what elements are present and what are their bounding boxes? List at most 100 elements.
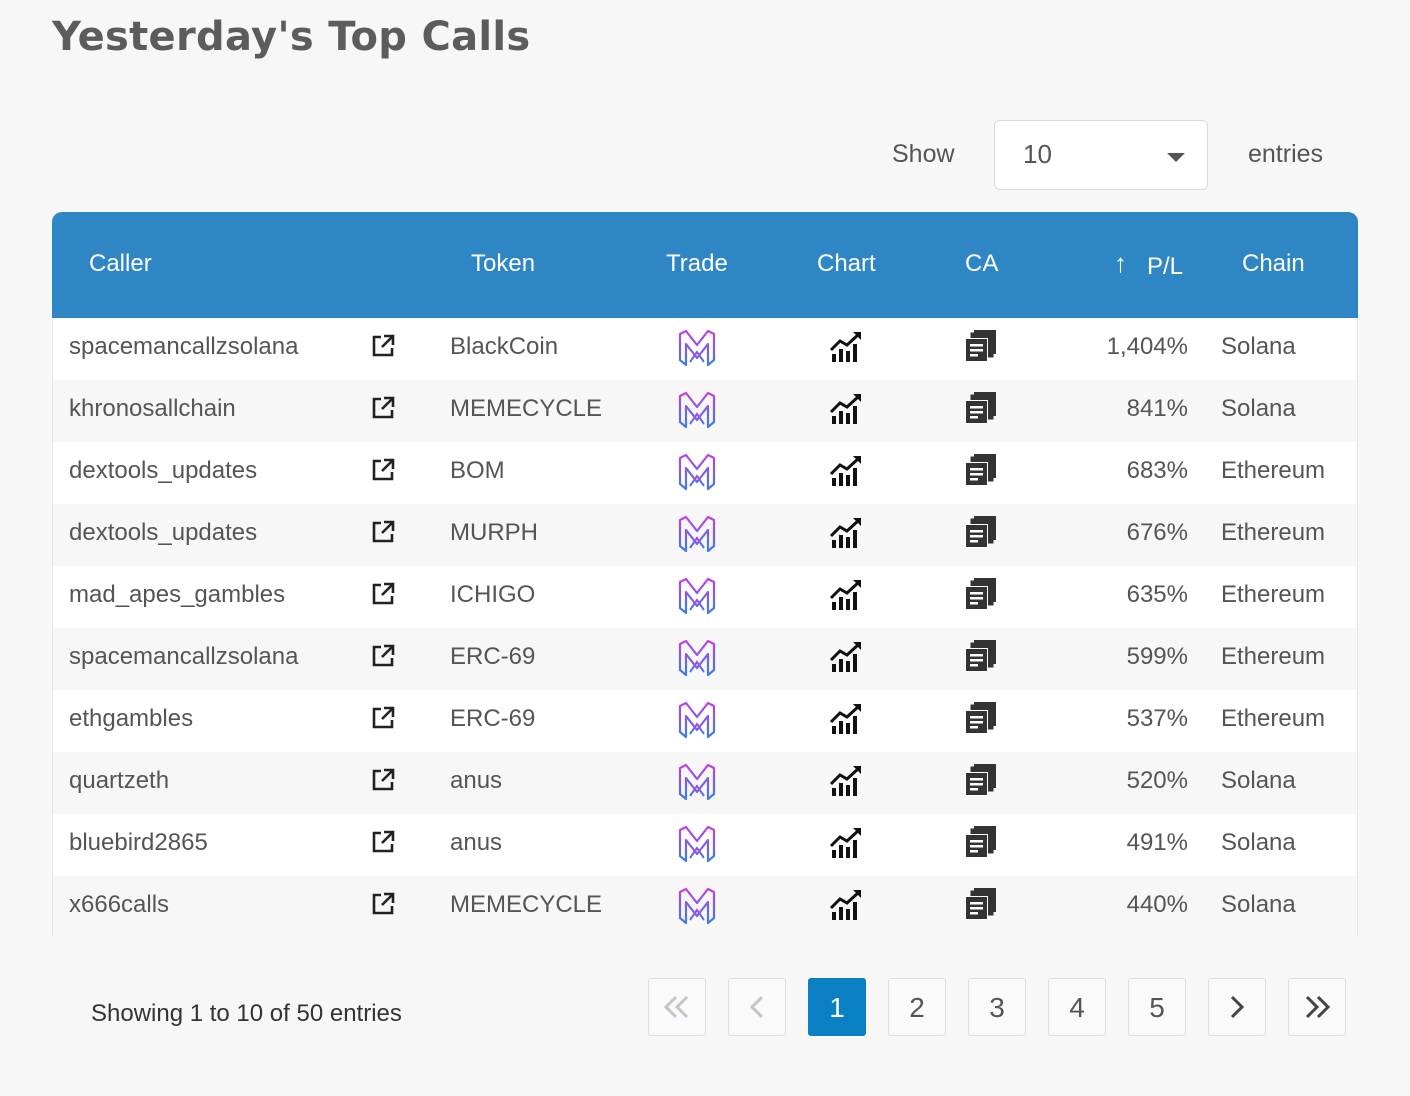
table-row: spacemancallzsolana BlackCoin 1,404% Solana — [53, 318, 1357, 380]
chart-icon — [829, 580, 861, 610]
table-row: spacemancallzsolana ERC-69 599% Ethereum — [53, 628, 1357, 690]
chart-button[interactable] — [829, 516, 863, 557]
caller-link[interactable] — [370, 643, 396, 676]
pl-value: 491% — [1126, 829, 1188, 856]
chevron-left-icon — [749, 995, 764, 1019]
entries-select[interactable]: 10 — [994, 120, 1208, 190]
caller-link[interactable] — [370, 891, 396, 924]
copy-ca-button[interactable] — [963, 886, 999, 929]
table-row: ethgambles ERC-69 537% Ethereum — [53, 690, 1357, 752]
copy-icon — [965, 392, 996, 424]
copy-ca-button[interactable] — [963, 328, 999, 371]
external-link-icon — [372, 458, 395, 481]
external-link-icon — [372, 830, 395, 853]
first-page-button[interactable] — [648, 978, 706, 1036]
copy-icon — [965, 578, 996, 610]
chain-name: Solana — [1221, 829, 1296, 856]
trade-logo-icon — [678, 701, 716, 739]
copy-ca-button[interactable] — [963, 452, 999, 495]
chart-button[interactable] — [829, 702, 863, 743]
table-row: quartzeth anus 520% Solana — [53, 752, 1357, 814]
token-name: MURPH — [450, 519, 538, 546]
caller-name: ethgambles — [69, 705, 194, 732]
next-page-button[interactable] — [1208, 978, 1266, 1036]
caller-link[interactable] — [370, 705, 396, 738]
external-link-icon — [372, 334, 395, 357]
page-button-2[interactable]: 2 — [888, 978, 946, 1036]
pl-value: 520% — [1126, 767, 1188, 794]
chart-button[interactable] — [829, 640, 863, 681]
trade-logo-icon — [678, 887, 716, 925]
trade-button[interactable] — [677, 700, 717, 747]
trade-button[interactable] — [677, 514, 717, 561]
header-token[interactable]: Token — [471, 250, 536, 277]
copy-ca-button[interactable] — [963, 514, 999, 557]
copy-ca-button[interactable] — [963, 638, 999, 681]
trade-button[interactable] — [677, 576, 717, 623]
pl-value: 537% — [1126, 705, 1188, 732]
trade-logo-icon — [678, 329, 716, 367]
copy-ca-button[interactable] — [963, 576, 999, 619]
last-page-button[interactable] — [1288, 978, 1346, 1036]
external-link-icon — [372, 644, 395, 667]
caller-name: quartzeth — [69, 767, 170, 794]
caller-link[interactable] — [370, 767, 396, 800]
caller-link[interactable] — [370, 829, 396, 862]
chart-button[interactable] — [829, 330, 863, 371]
caller-link[interactable] — [370, 333, 396, 366]
trade-button[interactable] — [677, 328, 717, 375]
header-chart[interactable]: Chart — [817, 250, 876, 277]
header-caller[interactable]: Caller — [89, 250, 152, 277]
trade-button[interactable] — [677, 886, 717, 933]
chart-icon — [829, 704, 861, 734]
chart-button[interactable] — [829, 454, 863, 495]
token-name: anus — [450, 767, 503, 794]
copy-ca-button[interactable] — [963, 700, 999, 743]
trade-button[interactable] — [677, 762, 717, 809]
previous-page-button[interactable] — [728, 978, 786, 1036]
pl-value: 1,404% — [1106, 333, 1188, 360]
trade-button[interactable] — [677, 638, 717, 685]
chart-button[interactable] — [829, 392, 863, 433]
chain-name: Solana — [1221, 333, 1296, 360]
header-pl[interactable]: ↑ P/L — [1114, 248, 1183, 281]
copy-icon — [965, 330, 996, 362]
page-button-3[interactable]: 3 — [968, 978, 1026, 1036]
chart-button[interactable] — [829, 826, 863, 867]
page-title: Yesterday's Top Calls — [52, 14, 531, 60]
copy-icon — [965, 764, 996, 796]
chart-button[interactable] — [829, 764, 863, 805]
trade-logo-icon — [678, 391, 716, 429]
header-chain[interactable]: Chain — [1242, 250, 1305, 277]
chain-name: Ethereum — [1221, 705, 1326, 732]
token-name: BlackCoin — [450, 333, 559, 360]
copy-ca-button[interactable] — [963, 390, 999, 433]
copy-ca-button[interactable] — [963, 762, 999, 805]
copy-icon — [965, 826, 996, 858]
trade-button[interactable] — [677, 390, 717, 437]
copy-ca-button[interactable] — [963, 824, 999, 867]
page-button-1[interactable]: 1 — [808, 978, 866, 1036]
entries-select-value: 10 — [1023, 139, 1052, 169]
trade-button[interactable] — [677, 452, 717, 499]
header-ca[interactable]: CA — [965, 250, 999, 277]
caller-name: mad_apes_gambles — [69, 581, 286, 608]
trade-logo-icon — [678, 639, 716, 677]
chevron-down-icon — [1167, 153, 1185, 162]
caller-name: khronosallchain — [69, 395, 236, 422]
trade-button[interactable] — [677, 824, 717, 871]
chart-button[interactable] — [829, 888, 863, 929]
caller-link[interactable] — [370, 519, 396, 552]
calls-table: Caller Token Trade Chart CA ↑ P/L Chain s… — [52, 212, 1358, 938]
token-name: ICHIGO — [450, 581, 536, 608]
caller-name: dextools_updates — [69, 457, 258, 484]
page-button-4[interactable]: 4 — [1048, 978, 1106, 1036]
caller-link[interactable] — [370, 581, 396, 614]
chain-name: Ethereum — [1221, 519, 1326, 546]
header-trade[interactable]: Trade — [666, 250, 728, 277]
page-button-5[interactable]: 5 — [1128, 978, 1186, 1036]
caller-link[interactable] — [370, 457, 396, 490]
chart-button[interactable] — [829, 578, 863, 619]
caller-link[interactable] — [370, 395, 396, 428]
pl-value: 635% — [1126, 581, 1188, 608]
